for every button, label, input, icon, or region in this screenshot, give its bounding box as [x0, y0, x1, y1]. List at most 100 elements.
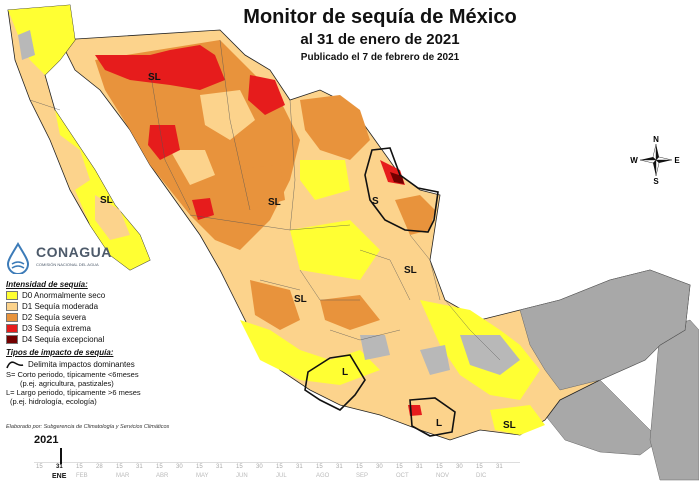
timeline-tick: 15 — [356, 464, 363, 470]
timeline-tick: 30 — [376, 464, 383, 470]
legend-label: D0 Anormalmente seco — [22, 291, 106, 300]
drought-d1-patch — [170, 150, 215, 185]
legend: Intensidad de sequía: D0 Anormalmente se… — [6, 280, 216, 406]
legend-item-d1: D1 Sequía moderada — [6, 301, 216, 312]
timeline-tick: 15 — [476, 464, 483, 470]
neighbor-country — [649, 319, 699, 481]
drought-d3-region — [95, 45, 225, 90]
reservoir-area — [420, 345, 450, 375]
drought-d0-patch — [490, 405, 545, 435]
map-label: S — [372, 196, 379, 207]
timeline-tick: 30 — [176, 464, 183, 470]
page-title: Monitor de sequía de México — [243, 6, 517, 28]
timeline-month[interactable]: DIC — [476, 473, 487, 479]
legend-item-d3: D3 Sequía extrema — [6, 323, 216, 334]
timeline-tick: 31 — [216, 464, 223, 470]
timeline-tick: 15 — [156, 464, 163, 470]
timeline-year: 2021 — [34, 434, 59, 446]
timeline-tick: 30 — [456, 464, 463, 470]
timeline-month[interactable]: OCT — [396, 473, 409, 479]
legend-item-d0: D0 Anormalmente seco — [6, 290, 216, 301]
state-borders — [29, 39, 501, 361]
legend-swatch — [6, 313, 18, 322]
timeline-tick: 30 — [256, 464, 263, 470]
legend-swatch — [6, 324, 18, 333]
drought-d3-region — [148, 125, 180, 160]
drought-d2-region — [320, 295, 380, 330]
drought-d0-patch — [290, 220, 380, 280]
timeline-tick: 15 — [396, 464, 403, 470]
timeline-month[interactable]: AGO — [316, 473, 330, 479]
map-label: SL — [503, 420, 516, 431]
drought-d0-patch — [240, 320, 380, 385]
map-label: L — [342, 367, 348, 378]
map-label: SL — [268, 197, 281, 208]
drought-d1-patch — [200, 90, 255, 140]
timeline-month[interactable]: NOV — [436, 473, 450, 479]
map-label: SL — [294, 294, 307, 305]
legend-item-d2: D2 Sequía severa — [6, 312, 216, 323]
map-label: L — [436, 418, 442, 429]
compass-e: E — [674, 156, 680, 165]
drought-d0-patch — [300, 160, 350, 200]
map-label: SL — [148, 72, 161, 83]
compass-w: W — [630, 156, 638, 165]
timeline-month[interactable]: MAY — [196, 473, 209, 479]
timeline-baseline — [34, 462, 520, 463]
legend-swatch — [6, 291, 18, 300]
published-date: Publicado el 7 de febrero de 2021 — [300, 52, 460, 63]
legend-intensity-title: Intensidad de sequía: — [6, 280, 88, 289]
reservoir-area — [460, 335, 520, 375]
legend-label: Delimita impactos dominantes — [28, 359, 135, 369]
timeline-tick: 15 — [436, 464, 443, 470]
reservoir-area — [360, 335, 390, 360]
compass-s: S — [653, 177, 659, 186]
timeline-tick: 31 — [136, 464, 143, 470]
reservoir-area — [18, 30, 35, 60]
timeline-month[interactable]: JUL — [276, 473, 287, 479]
drought-d4-region — [390, 172, 404, 184]
timeline-tick: 15 — [76, 464, 83, 470]
conagua-logo: CONAGUA COMISIÓN NACIONAL DEL AGUA — [4, 240, 122, 276]
impact-boundary-s — [364, 147, 439, 233]
legend-item-d4: D4 Sequía excepcional — [6, 334, 216, 345]
drought-d2-region — [250, 280, 300, 330]
timeline-month[interactable]: MAR — [116, 473, 130, 479]
timeline-tick: 15 — [196, 464, 203, 470]
legend-label: D3 Sequía extrema — [22, 324, 91, 333]
timeline-tick: 31 — [56, 464, 63, 470]
compass-icon — [639, 143, 673, 177]
timeline-month[interactable]: SEP — [356, 473, 369, 479]
timeline-tick: 15 — [116, 464, 123, 470]
timeline-tick: 15 — [276, 464, 283, 470]
legend-impact-title: Tipos de impacto de sequía: — [6, 348, 114, 357]
legend-short-term: S= Corto periodo, típicamente <6meses — [6, 370, 139, 379]
timeline-month[interactable]: ENE — [52, 473, 67, 480]
drought-d3-region — [248, 75, 285, 115]
map-label: SL — [404, 265, 417, 276]
timeline-marker — [60, 448, 62, 464]
logo-name: CONAGUA — [36, 244, 112, 260]
timeline-tick: 15 — [36, 464, 43, 470]
water-drop-icon — [6, 242, 30, 274]
baja-d0 — [8, 5, 75, 75]
impact-boundary-l — [304, 354, 366, 411]
timeline-tick: 15 — [236, 464, 243, 470]
timeline-month[interactable]: FEB — [76, 473, 88, 479]
page-subtitle: al 31 de enero de 2021 — [300, 31, 460, 48]
map-label: SL — [100, 195, 113, 206]
timeline-tick: 31 — [296, 464, 303, 470]
legend-long-term: L= Largo periodo, típicamente >6 meses — [6, 388, 141, 397]
logo-tagline: COMISIÓN NACIONAL DEL AGUA — [36, 262, 99, 267]
credit-text: Elaborado por: Subgerencia de Climatolog… — [6, 424, 170, 430]
legend-swatch — [6, 302, 18, 311]
compass-n: N — [653, 135, 659, 144]
drought-d2-region — [300, 95, 370, 160]
timeline-month[interactable]: JUN — [236, 473, 248, 479]
timeline: 2021 15 31 15 28 15 31 15 30 15 31 15 30 15 31 15 31 15 3… — [34, 434, 524, 484]
timeline-tick: 31 — [496, 464, 503, 470]
timeline-month[interactable]: ABR — [156, 473, 169, 479]
boundary-line-icon — [6, 361, 24, 369]
impact-boundary-l — [409, 397, 456, 437]
legend-short-examples: (p.ej. agricultura, pastizales) — [20, 379, 114, 388]
